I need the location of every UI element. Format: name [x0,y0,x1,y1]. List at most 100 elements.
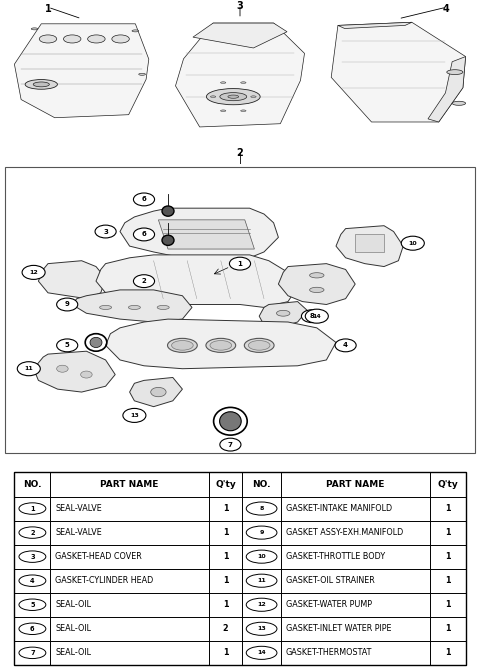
Polygon shape [336,225,403,266]
Text: NO.: NO. [23,480,42,489]
Circle shape [246,502,277,515]
Circle shape [57,298,78,311]
Text: 11: 11 [24,366,33,371]
Text: 5: 5 [65,342,70,348]
Circle shape [246,646,277,660]
Text: 1: 1 [45,4,51,14]
Text: 1: 1 [30,505,35,511]
Ellipse shape [162,235,174,246]
Circle shape [246,598,277,611]
Text: GASKET-OIL STRAINER: GASKET-OIL STRAINER [286,576,374,585]
Polygon shape [428,56,466,122]
Circle shape [139,73,145,75]
Polygon shape [355,234,384,252]
Text: 1: 1 [445,624,450,633]
Text: 6: 6 [142,231,146,238]
Text: 4: 4 [30,578,35,584]
Ellipse shape [310,287,324,293]
Text: 1: 1 [223,648,228,658]
Text: 4: 4 [343,342,348,348]
Circle shape [132,30,139,32]
Circle shape [133,228,155,241]
Text: 1: 1 [445,601,450,609]
Polygon shape [106,319,336,369]
Ellipse shape [249,341,270,350]
Ellipse shape [210,341,232,350]
Text: 1: 1 [445,648,450,658]
Circle shape [31,28,38,30]
Circle shape [447,70,463,74]
Polygon shape [331,22,466,122]
Text: 1: 1 [238,260,242,266]
Text: 13: 13 [130,413,139,418]
Text: 1: 1 [445,576,450,585]
Ellipse shape [88,35,105,43]
Circle shape [220,438,241,451]
Text: Q'ty: Q'ty [437,480,458,489]
Ellipse shape [162,206,174,216]
Circle shape [19,503,46,514]
Text: SEAL-VALVE: SEAL-VALVE [55,504,102,513]
Polygon shape [96,255,298,307]
Polygon shape [38,261,106,299]
Text: 5: 5 [30,602,35,608]
Text: 3: 3 [103,229,108,235]
Circle shape [251,96,256,97]
Polygon shape [158,220,254,249]
Text: 10: 10 [257,554,266,559]
Polygon shape [34,351,115,392]
Text: 8: 8 [310,313,314,319]
Circle shape [19,647,46,658]
Circle shape [401,236,424,250]
Ellipse shape [157,305,169,309]
Circle shape [33,82,49,87]
Ellipse shape [310,272,324,278]
Circle shape [133,193,155,206]
Circle shape [19,599,46,611]
Text: SEAL-OIL: SEAL-OIL [55,648,91,658]
Circle shape [228,95,239,98]
Polygon shape [259,301,307,328]
Text: 8: 8 [259,506,264,511]
Text: GASKET ASSY-EXH.MANIFOLD: GASKET ASSY-EXH.MANIFOLD [286,528,403,537]
Circle shape [246,550,277,563]
Text: 4: 4 [443,4,450,14]
Text: 1: 1 [445,504,450,513]
Polygon shape [14,23,149,117]
Text: GASKET-INLET WATER PIPE: GASKET-INLET WATER PIPE [286,624,391,633]
Ellipse shape [172,341,193,350]
Text: 1: 1 [223,504,228,513]
Text: GASKET-INTAKE MANIFOLD: GASKET-INTAKE MANIFOLD [286,504,392,513]
Text: 12: 12 [29,270,38,275]
Polygon shape [278,264,355,305]
Circle shape [81,371,92,378]
Circle shape [305,309,328,323]
Circle shape [246,574,277,587]
Polygon shape [120,208,278,258]
Text: GASKET-WATER PUMP: GASKET-WATER PUMP [286,601,372,609]
Circle shape [25,80,58,89]
Circle shape [57,365,68,372]
Text: 14: 14 [257,650,266,656]
Circle shape [19,575,46,586]
Text: Q'ty: Q'ty [215,480,236,489]
Circle shape [229,257,251,270]
Text: PART NAME: PART NAME [100,480,159,489]
Circle shape [246,526,277,539]
Text: SEAL-OIL: SEAL-OIL [55,624,91,633]
Circle shape [335,339,356,352]
Text: GASKET-HEAD COVER: GASKET-HEAD COVER [55,552,142,561]
Circle shape [301,310,323,323]
Text: 2: 2 [237,148,243,158]
Ellipse shape [63,35,81,43]
Circle shape [240,82,246,83]
Ellipse shape [39,35,57,43]
Circle shape [95,225,116,238]
Ellipse shape [100,305,112,309]
Text: 7: 7 [228,442,233,448]
Polygon shape [338,22,412,28]
Text: NO.: NO. [252,480,271,489]
Ellipse shape [168,338,197,352]
Text: 1: 1 [445,528,450,537]
Text: 12: 12 [257,603,266,607]
